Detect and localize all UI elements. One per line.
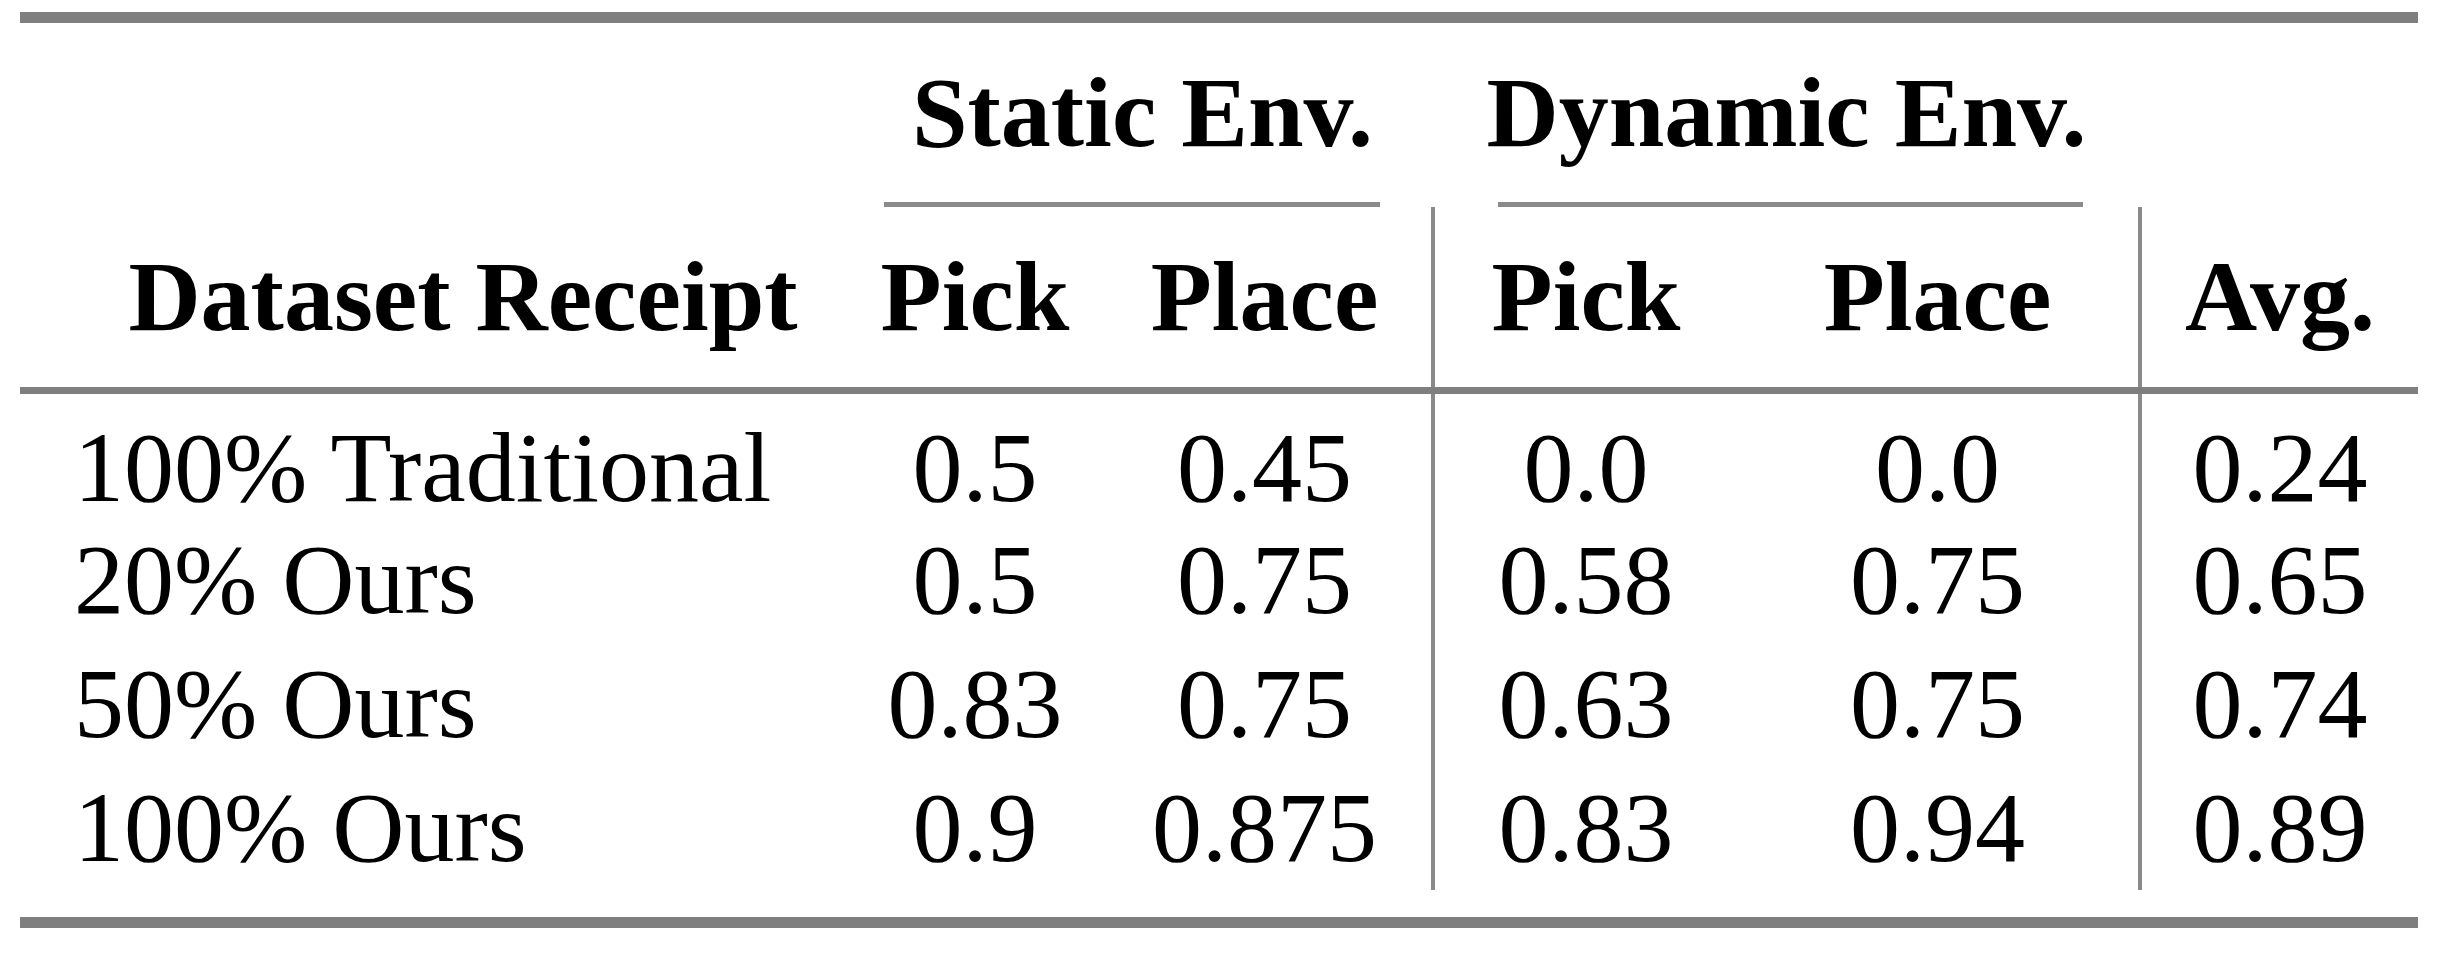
top-rule [20,12,2418,23]
table-row: 100% Ours 0.9 0.875 0.83 0.94 0.89 [20,766,2418,890]
cell-avg: 0.65 [2140,518,2418,642]
cell-static-place: 0.875 [1098,766,1433,890]
cell-dynamic-pick: 0.0 [1433,394,1737,518]
cell-dynamic-place: 0.75 [1737,642,2140,766]
bottom-rule-line [20,917,2418,928]
cell-dynamic-place: 0.94 [1737,766,2140,890]
group-header-empty [20,23,852,202]
cell-avg: 0.24 [2140,394,2418,518]
top-rule-line [20,12,2418,23]
row-label: 50% Ours [20,642,852,766]
group-header-dynamic-env: Dynamic Env. [1433,23,2140,202]
cell-static-place: 0.75 [1098,518,1433,642]
cell-dynamic-pick: 0.83 [1433,766,1737,890]
cell-static-place: 0.75 [1098,642,1433,766]
header-dataset-receipt: Dataset Receipt [20,207,852,387]
results-table-container: Static Env. Dynamic Env. Dataset Receipt… [20,12,2418,928]
table-row: 50% Ours 0.83 0.75 0.63 0.75 0.74 [20,642,2418,766]
cell-avg: 0.89 [2140,766,2418,890]
cell-static-pick: 0.5 [852,394,1098,518]
group-header-static-env: Static Env. [852,23,1433,202]
header-avg: Avg. [2140,207,2418,387]
results-table: Static Env. Dynamic Env. Dataset Receipt… [20,12,2418,928]
cell-dynamic-place: 0.75 [1737,518,2140,642]
cell-dynamic-pick: 0.63 [1433,642,1737,766]
cell-static-pick: 0.83 [852,642,1098,766]
column-header-row: Dataset Receipt Pick Place Pick Place Av… [20,207,2418,387]
header-dynamic-place: Place [1737,207,2140,387]
cell-static-pick: 0.5 [852,518,1098,642]
cell-static-pick: 0.9 [852,766,1098,890]
row-label: 100% Traditional [20,394,852,518]
mid-rule-line [20,387,2418,394]
cell-dynamic-place: 0.0 [1737,394,2140,518]
cell-avg: 0.74 [2140,642,2418,766]
cell-dynamic-pick: 0.58 [1433,518,1737,642]
group-header-empty-avg [2140,23,2418,202]
mid-rule [20,387,2418,394]
row-label: 20% Ours [20,518,852,642]
table-row: 20% Ours 0.5 0.75 0.58 0.75 0.65 [20,518,2418,642]
bottom-spacer [20,890,2418,917]
bottom-rule [20,917,2418,928]
header-static-pick: Pick [852,207,1098,387]
row-label: 100% Ours [20,766,852,890]
header-static-place: Place [1098,207,1433,387]
header-dynamic-pick: Pick [1433,207,1737,387]
table-row: 100% Traditional 0.5 0.45 0.0 0.0 0.24 [20,394,2418,518]
cell-static-place: 0.45 [1098,394,1433,518]
group-header-row: Static Env. Dynamic Env. [20,23,2418,202]
